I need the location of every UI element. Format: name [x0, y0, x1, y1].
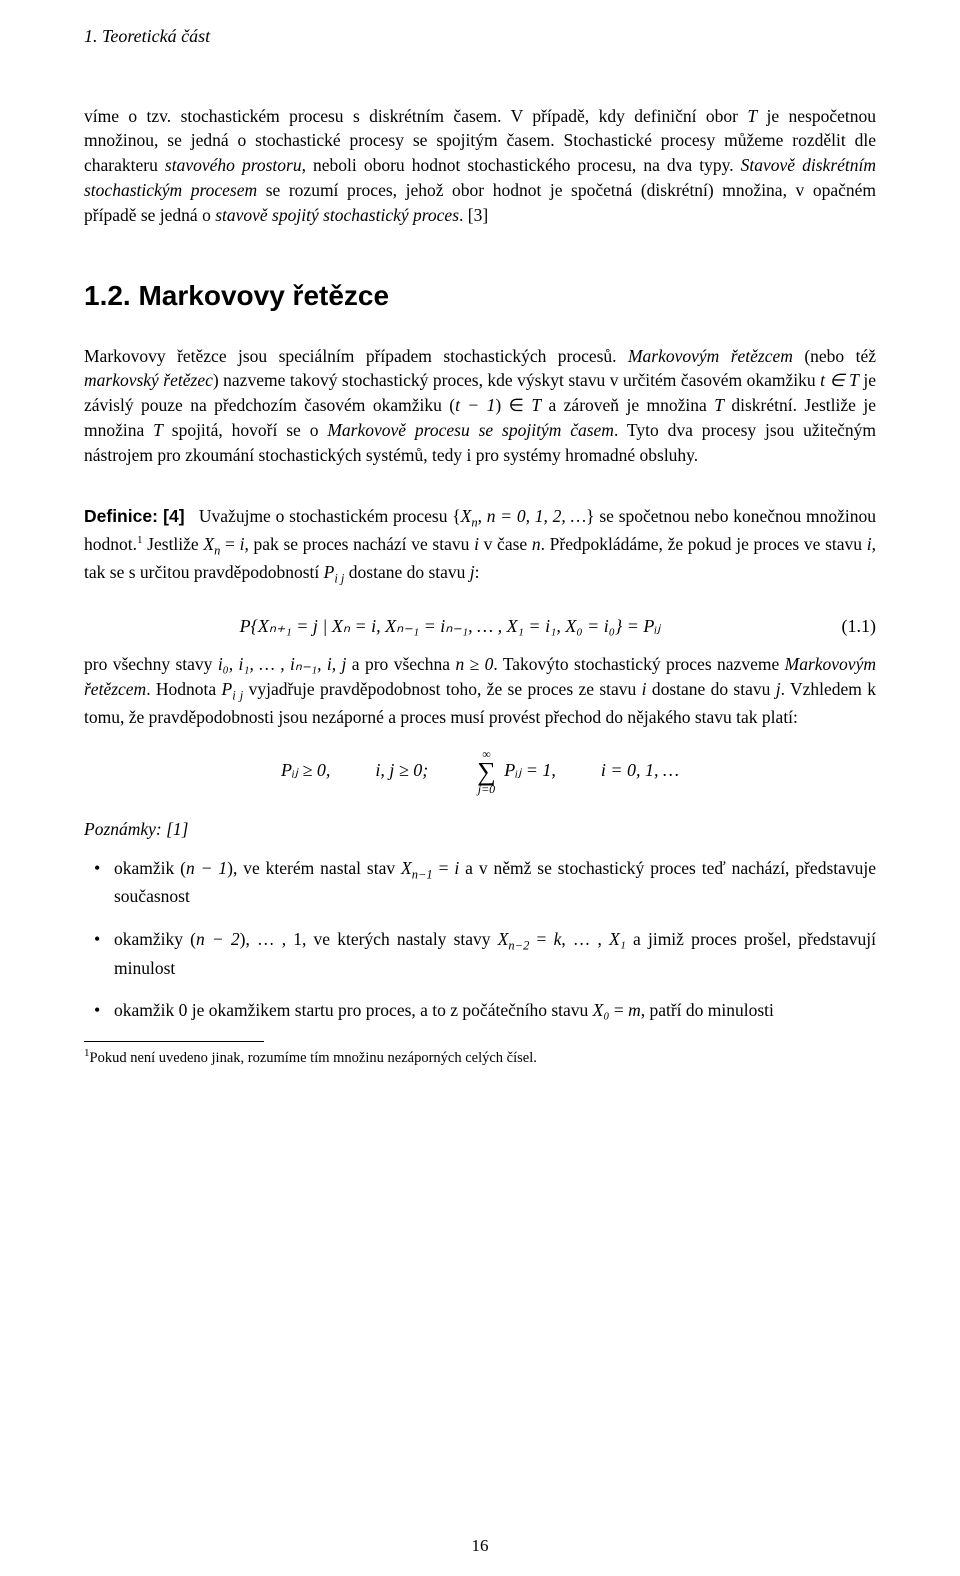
paragraph-intro: víme o tzv. stochastickém procesu s disk… — [84, 104, 876, 228]
text: Uvažujme o stochastickém procesu { — [199, 506, 461, 526]
page: 1. Teoretická část víme o tzv. stochasti… — [0, 0, 960, 1576]
math-X: X — [401, 858, 412, 878]
text: . Takovýto stochastický proces nazveme — [493, 654, 784, 674]
eq-part: Pᵢⱼ = 1, — [504, 760, 556, 780]
sum-sigma-icon: ∑ — [477, 760, 496, 783]
text: (nebo též — [793, 346, 876, 366]
text: Jestliže — [143, 534, 204, 554]
text: dostane do stavu — [646, 679, 775, 699]
notes-label: Poznámky: [1] — [84, 817, 876, 842]
summation: ∞ ∑ j=0 — [477, 748, 496, 795]
list-item: okamžiky (n − 2), … , 1, ve kterých nast… — [114, 927, 876, 980]
list-item: okamžik 0 je okamžikem startu pro proces… — [114, 998, 876, 1023]
text: okamžiky ( — [114, 929, 196, 949]
eq-part: i, j ≥ 0; — [375, 760, 428, 780]
text: ), … , 1, ve kterých nastaly stavy — [240, 929, 498, 949]
footnote-rule — [84, 1041, 264, 1042]
text: , neboli oboru hodnot stochastického pro… — [302, 155, 741, 175]
term: Markovovým řetězcem — [628, 346, 793, 366]
notes-list: okamžik (n − 1), ve kterém nastal stav X… — [84, 856, 876, 1023]
math: T — [714, 395, 724, 415]
math-X: X — [461, 506, 472, 526]
running-head: 1. Teoretická část — [84, 24, 876, 50]
text: vyjadřuje pravděpodobnost toho, že se pr… — [243, 679, 641, 699]
math: n ≥ 0 — [455, 654, 493, 674]
footnote: 1Pokud není uvedeno jinak, rozumíme tím … — [84, 1046, 876, 1068]
text: : — [475, 562, 480, 582]
text: = — [220, 534, 239, 554]
math-X1: X₁ — [609, 929, 626, 949]
math: n − 1 — [186, 858, 227, 878]
equation-body: P{Xₙ₊₁ = j | Xₙ = i, Xₙ₋₁ = iₙ₋₁, … , X₁… — [84, 614, 816, 640]
sum-lower: j=0 — [477, 783, 496, 795]
text: , … , — [561, 929, 609, 949]
eq-part: Pᵢⱼ ≥ 0, — [281, 760, 330, 780]
math-sub: i j — [232, 688, 243, 702]
footnote-text: Pokud není uvedeno jinak, rozumíme tím m… — [90, 1050, 537, 1066]
text: spojitá, hovoří se o — [163, 420, 327, 440]
text: . Hodnota — [146, 679, 221, 699]
math-sub: n−1 — [412, 868, 433, 882]
text: a pro všechna — [346, 654, 455, 674]
text: . [3] — [459, 205, 488, 225]
equation-conditions: Pᵢⱼ ≥ 0, i, j ≥ 0; ∞ ∑ j=0 Pᵢⱼ = 1, i = … — [84, 748, 876, 795]
page-number: 16 — [0, 1534, 960, 1558]
math-X: X — [498, 929, 509, 949]
math-T: T — [747, 106, 757, 126]
text: Markovovy řetězce jsou speciálním případ… — [84, 346, 628, 366]
text: ) nazveme takový stochastický proces, kd… — [213, 370, 820, 390]
text: pro všechny stavy — [84, 654, 218, 674]
term: markovský řetězec — [84, 370, 213, 390]
text: . Předpokládáme, že pokud je proces ve s… — [541, 534, 867, 554]
math-m: m — [628, 1000, 641, 1020]
math-X: X — [203, 534, 214, 554]
text: = — [529, 929, 553, 949]
math-X0: X₀ — [593, 1000, 610, 1020]
math: t ∈ T — [820, 370, 859, 390]
text: a zároveň je množina — [541, 395, 714, 415]
term: stavového prostoru — [165, 155, 302, 175]
math: i₀, i₁, … , iₙ₋₁, i, j — [218, 654, 347, 674]
text: ), ve kterém nastal stav — [227, 858, 401, 878]
paragraph-after-eq: pro všechny stavy i₀, i₁, … , iₙ₋₁, i, j… — [84, 652, 876, 730]
definition-paragraph: Definice: [4] Uvažujme o stochastickém p… — [84, 504, 876, 589]
text: = — [433, 858, 455, 878]
math-sub: n−2 — [508, 939, 529, 953]
text: , — [478, 506, 487, 526]
math: n = 0, 1, 2, … — [487, 506, 586, 526]
term: stavově spojitý stochastický proces — [215, 205, 459, 225]
text: víme o tzv. stochastickém procesu s disk… — [84, 106, 747, 126]
math-sub: i j — [334, 572, 344, 586]
math-P: P — [324, 562, 335, 582]
text: v čase — [479, 534, 532, 554]
paragraph-markov: Markovovy řetězce jsou speciálním případ… — [84, 344, 876, 468]
definition-label: Definice: [4] — [84, 506, 185, 526]
equation-number: (1.1) — [816, 614, 876, 640]
text: ) ∈ — [495, 395, 531, 415]
text: , pak se proces nachází ve stavu — [244, 534, 474, 554]
list-item: okamžik (n − 1), ve kterém nastal stav X… — [114, 856, 876, 909]
text: = — [609, 1000, 628, 1020]
eq-part: i = 0, 1, … — [601, 760, 679, 780]
text: okamžik ( — [114, 858, 186, 878]
math: t − 1 — [455, 395, 495, 415]
term: Markovově procesu se spojitým časem — [327, 420, 614, 440]
text: okamžik 0 je okamžikem startu pro proces… — [114, 1000, 593, 1020]
text: , patří do minulosti — [641, 1000, 774, 1020]
math: T — [153, 420, 163, 440]
math-P: P — [222, 679, 233, 699]
text: dostane do stavu — [344, 562, 469, 582]
section-title: 1.2. Markovovy řetězce — [84, 276, 876, 316]
math: n − 2 — [196, 929, 240, 949]
equation-1-1: P{Xₙ₊₁ = j | Xₙ = i, Xₙ₋₁ = iₙ₋₁, … , X₁… — [84, 614, 876, 640]
math-n: n — [532, 534, 541, 554]
math: T — [531, 395, 541, 415]
